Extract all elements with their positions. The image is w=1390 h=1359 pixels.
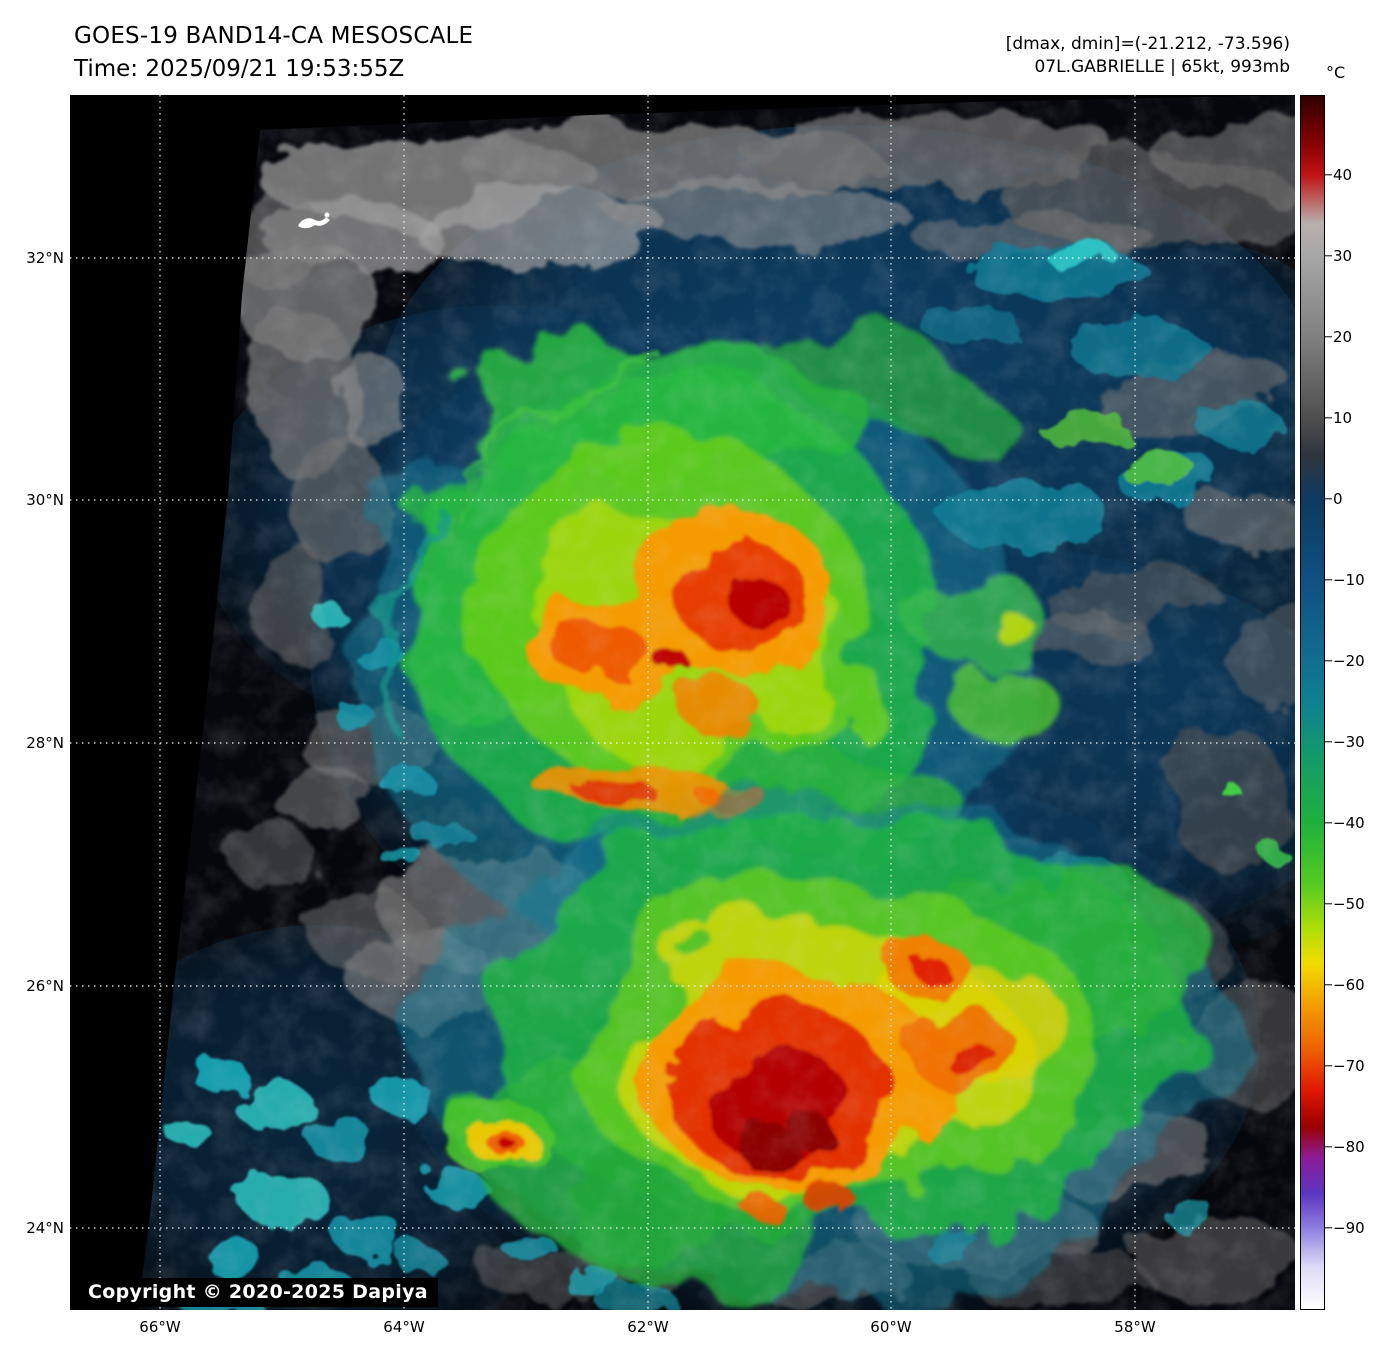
lat-label-32n: 32°N	[26, 249, 64, 267]
colorbar-tick-label: 20	[1333, 328, 1353, 346]
figure-time: Time: 2025/09/21 19:53:55Z	[74, 56, 405, 82]
colorbar	[1300, 95, 1325, 1310]
lat-label-30n: 30°N	[26, 491, 64, 509]
colorbar-tick-label: −70	[1333, 1057, 1365, 1075]
colorbar-tick-label: −90	[1333, 1219, 1365, 1237]
colorbar-tick-label: −50	[1333, 895, 1365, 913]
figure-title: GOES-19 BAND14-CA MESOSCALE	[74, 23, 474, 49]
lat-label-28n: 28°N	[26, 734, 64, 752]
colorbar-tick-label: −80	[1333, 1138, 1365, 1156]
storm-info: 07L.GABRIELLE | 65kt, 993mb	[1034, 57, 1290, 77]
colorbar-tick-label: 40	[1333, 166, 1353, 184]
colorbar-tick-label: −20	[1333, 652, 1365, 670]
copyright-label: Copyright © 2020-2025 Dapiya	[78, 1278, 438, 1307]
lon-label-60w: 60°W	[870, 1318, 912, 1336]
colorbar-tick-label: 0	[1333, 490, 1343, 508]
header-stats: [dmax, dmin]=(-21.212, -73.596) 07L.GABR…	[1006, 33, 1290, 79]
colorbar-tick-label: −40	[1333, 814, 1365, 832]
map-area: Copyright © 2020-2025 Dapiya	[70, 95, 1295, 1310]
swath-imagery	[138, 95, 1295, 1310]
colorbar-tick-label: 30	[1333, 247, 1353, 265]
bermuda-island-shape	[298, 212, 330, 229]
lat-label-26n: 26°N	[26, 977, 64, 995]
colorbar-tick-label: −10	[1333, 571, 1365, 589]
colorbar-tick-label: 10	[1333, 409, 1353, 427]
lat-label-24n: 24°N	[26, 1219, 64, 1237]
colorbar-unit-label: °C	[1326, 63, 1346, 82]
lon-label-64w: 64°W	[383, 1318, 425, 1336]
graticule-gridlines	[70, 95, 1295, 1310]
colorbar-tick-label: −60	[1333, 976, 1365, 994]
satellite-scene	[70, 95, 1295, 1310]
lon-label-66w: 66°W	[139, 1318, 181, 1336]
lon-label-62w: 62°W	[627, 1318, 669, 1336]
colorbar-tick-label: −30	[1333, 733, 1365, 751]
dmax-dmin-readout: [dmax, dmin]=(-21.212, -73.596)	[1005, 34, 1290, 54]
speckle-texture	[138, 95, 1295, 1310]
lon-label-58w: 58°W	[1114, 1318, 1156, 1336]
